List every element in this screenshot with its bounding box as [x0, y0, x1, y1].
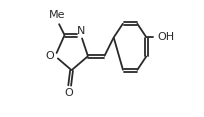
Text: OH: OH — [157, 32, 175, 42]
Text: N: N — [77, 26, 85, 36]
Text: Me: Me — [49, 11, 66, 20]
Text: O: O — [65, 88, 74, 98]
Text: O: O — [46, 51, 55, 61]
